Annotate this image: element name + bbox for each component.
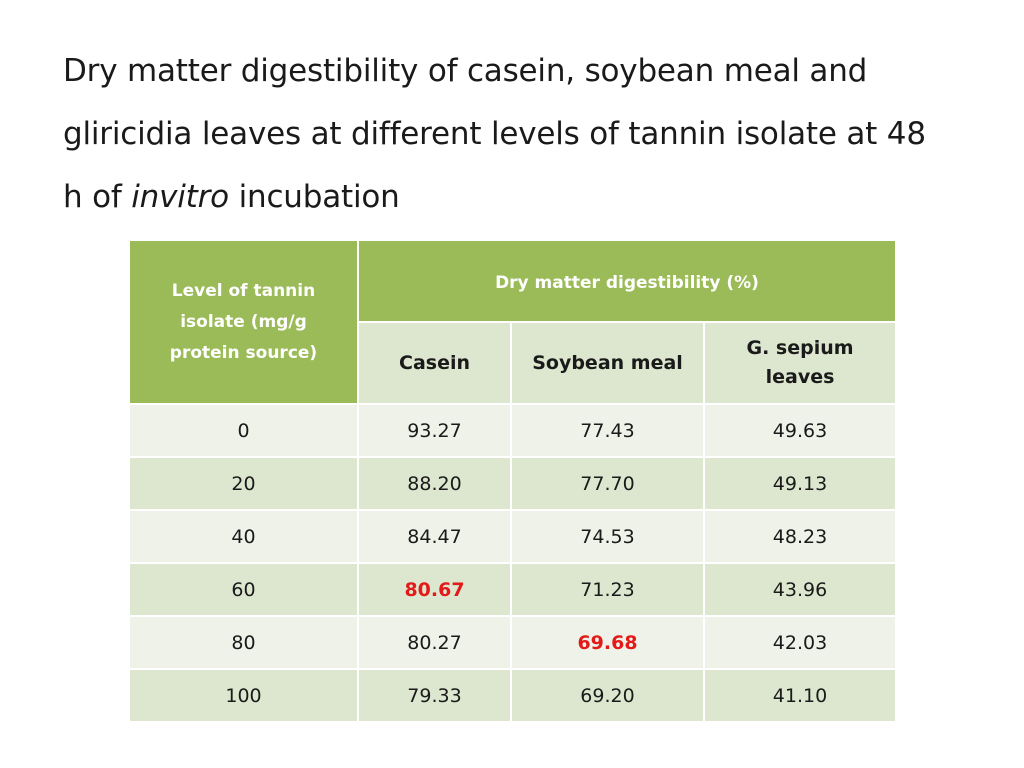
cell-level: 40 bbox=[128, 509, 359, 564]
header-level-of-tannin: Level of tannin isolate (mg/g protein so… bbox=[128, 239, 359, 405]
cell-level: 100 bbox=[128, 668, 359, 723]
cell-casein-highlighted: 80.67 bbox=[357, 562, 512, 617]
cell-casein: 88.20 bbox=[357, 456, 512, 511]
table-row: 100 79.33 69.20 41.10 bbox=[128, 668, 898, 723]
cell-casein: 93.27 bbox=[357, 403, 512, 458]
title-line-3-suffix: incubation bbox=[228, 179, 400, 215]
title-line-3: h of invitro incubation bbox=[63, 166, 983, 229]
header-dry-matter-digestibility: Dry matter digestibility (%) bbox=[356, 239, 898, 323]
cell-soybean: 69.20 bbox=[510, 668, 705, 723]
title-line-2: gliricidia leaves at different levels of… bbox=[63, 116, 926, 152]
digestibility-table: Level of tannin isolate (mg/g protein so… bbox=[128, 239, 898, 723]
cell-soybean: 74.53 bbox=[510, 509, 705, 564]
table-row: 60 80.67 71.23 43.96 bbox=[128, 562, 898, 617]
table-row: 0 93.27 77.43 49.63 bbox=[128, 403, 898, 458]
cell-casein: 79.33 bbox=[357, 668, 512, 723]
cell-gsepium: 48.23 bbox=[702, 509, 898, 564]
cell-gsepium: 41.10 bbox=[702, 668, 898, 723]
cell-gsepium: 49.63 bbox=[702, 403, 898, 458]
cell-gsepium: 42.03 bbox=[702, 615, 898, 670]
cell-level: 60 bbox=[128, 562, 359, 617]
cell-casein: 80.27 bbox=[357, 615, 512, 670]
header-soybean-meal: Soybean meal bbox=[510, 321, 705, 405]
cell-soybean-highlighted: 69.68 bbox=[510, 615, 705, 670]
cell-soybean: 77.70 bbox=[510, 456, 705, 511]
slide-title: Dry matter digestibility of casein, soyb… bbox=[63, 40, 983, 229]
title-line-1: Dry matter digestibility of casein, soyb… bbox=[63, 53, 868, 89]
cell-gsepium: 49.13 bbox=[702, 456, 898, 511]
table-row: 40 84.47 74.53 48.23 bbox=[128, 509, 898, 564]
header-g-sepium-leaves: G. sepium leaves bbox=[702, 321, 898, 405]
header-row-2: Casein Soybean meal G. sepium leaves bbox=[129, 321, 898, 405]
table-row: 80 80.27 69.68 42.03 bbox=[128, 615, 898, 670]
cell-soybean: 71.23 bbox=[510, 562, 705, 617]
table-row: 20 88.20 77.70 49.13 bbox=[128, 456, 898, 511]
cell-level: 0 bbox=[128, 403, 359, 458]
cell-casein: 84.47 bbox=[357, 509, 512, 564]
cell-level: 80 bbox=[128, 615, 359, 670]
cell-gsepium: 43.96 bbox=[702, 562, 898, 617]
cell-level: 20 bbox=[128, 456, 359, 511]
title-italic-invitro: invitro bbox=[131, 179, 229, 215]
title-line-3-prefix: h of bbox=[63, 179, 132, 215]
header-row-1: Level of tannin isolate (mg/g protein so… bbox=[128, 239, 898, 405]
cell-soybean: 77.43 bbox=[510, 403, 705, 458]
header-casein: Casein bbox=[357, 321, 512, 405]
